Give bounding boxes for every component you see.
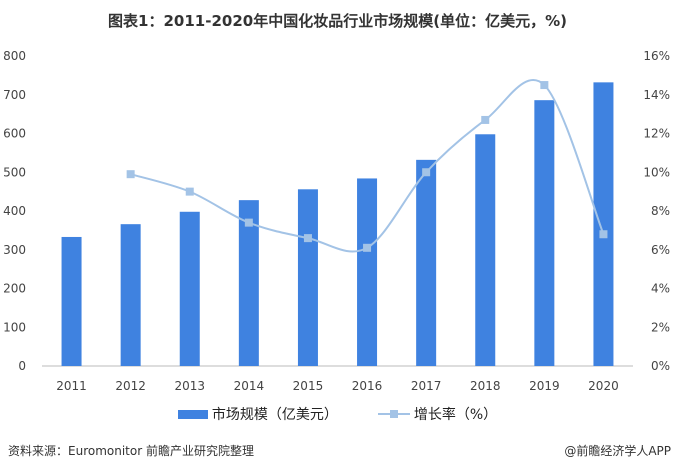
legend-item-growth: 增长率（%） xyxy=(377,404,498,424)
growth-marker xyxy=(244,218,253,227)
chart-title: 图表1：2011-2020年中国化妆品行业市场规模(单位：亿美元，%) xyxy=(108,12,567,30)
legend-label: 增长率（%） xyxy=(413,407,498,423)
y-left-tick-label: 300 xyxy=(3,243,26,257)
y-right-tick-label: 14% xyxy=(643,88,670,102)
growth-marker xyxy=(126,170,135,179)
y-right-tick-label: 16% xyxy=(643,49,670,63)
y-right-tick-label: 6% xyxy=(651,243,670,257)
bar xyxy=(593,82,614,366)
bar xyxy=(61,236,82,366)
y-left-tick-label: 200 xyxy=(3,282,26,296)
y-right-tick-label: 8% xyxy=(651,204,670,218)
y-left-tick-label: 800 xyxy=(3,49,26,63)
bar xyxy=(179,211,200,366)
x-tick-label: 2011 xyxy=(56,379,87,393)
growth-marker xyxy=(481,115,490,124)
bar xyxy=(120,224,141,366)
x-tick-label: 2019 xyxy=(529,379,560,393)
x-tick-label: 2014 xyxy=(234,379,265,393)
bar xyxy=(297,189,318,366)
y-left-tick-label: 100 xyxy=(3,320,26,334)
growth-marker xyxy=(303,234,312,243)
bar xyxy=(416,159,437,366)
bar xyxy=(534,100,555,367)
x-tick-label: 2012 xyxy=(115,379,146,393)
y-left-tick-label: 500 xyxy=(3,165,26,179)
growth-marker xyxy=(599,230,608,239)
x-tick-label: 2015 xyxy=(293,379,324,393)
source-note: 资料来源：Euromonitor 前瞻产业研究院整理 xyxy=(8,444,254,458)
x-tick-label: 2017 xyxy=(411,379,442,393)
y-right-tick-label: 0% xyxy=(651,359,670,373)
x-tick-label: 2020 xyxy=(588,379,619,393)
y-left-tick-label: 400 xyxy=(3,204,26,218)
bar xyxy=(475,134,496,366)
growth-marker xyxy=(422,168,431,177)
legend: 市场规模（亿美元） 增长率（%） xyxy=(0,404,675,424)
bar xyxy=(238,200,259,366)
bar xyxy=(357,178,378,366)
credit: @前瞻经济学人APP xyxy=(564,444,671,458)
legend-swatch-bar xyxy=(177,409,208,419)
legend-label: 市场规模（亿美元） xyxy=(211,407,338,423)
legend-item-market-size: 市场规模（亿美元） xyxy=(177,404,338,424)
growth-marker xyxy=(185,187,194,196)
y-left-tick-label: 600 xyxy=(3,127,26,141)
growth-marker xyxy=(363,243,372,252)
chart-plot: 0 100 200 300 400 500 600 700 800 0% 2% 4% 6% 8% 10% 12… xyxy=(3,49,670,393)
y-left-tick-label: 700 xyxy=(3,88,26,102)
growth-marker xyxy=(540,81,549,90)
y-left-tick-label: 0 xyxy=(18,359,26,373)
x-tick-label: 2016 xyxy=(352,379,383,393)
y-right-tick-label: 4% xyxy=(651,282,670,296)
x-tick-label: 2013 xyxy=(174,379,205,393)
x-tick-label: 2018 xyxy=(470,379,501,393)
y-right-tick-label: 2% xyxy=(651,320,670,334)
y-right-tick-label: 12% xyxy=(643,127,670,141)
legend-swatch-line xyxy=(377,410,410,418)
y-right-tick-label: 10% xyxy=(643,165,670,179)
